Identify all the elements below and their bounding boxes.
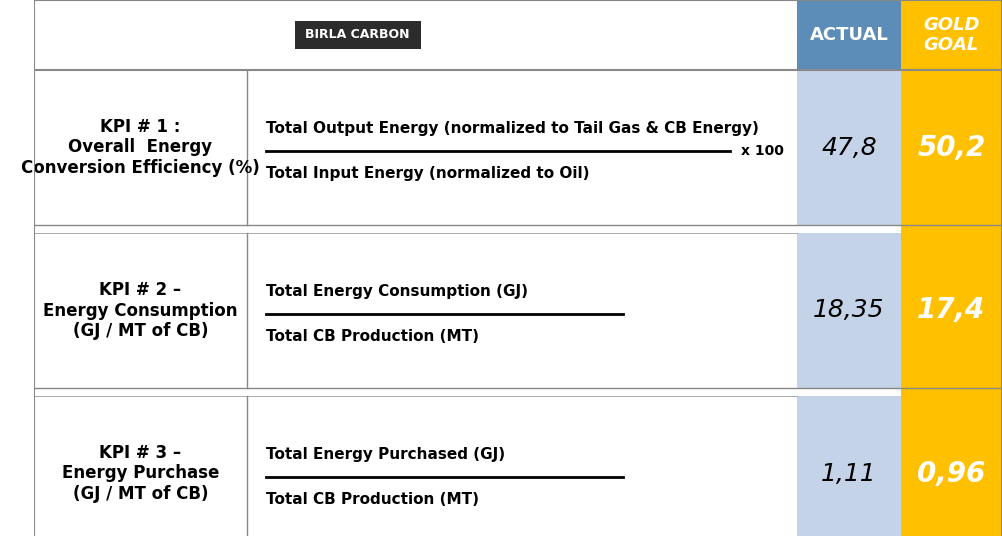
Bar	[901, 0, 1002, 70]
Bar	[901, 233, 1002, 388]
Text: Total CB Production (MT): Total CB Production (MT)	[266, 329, 479, 344]
Bar	[901, 225, 1002, 233]
Text: 18,35: 18,35	[814, 299, 885, 323]
Bar	[798, 233, 901, 388]
Text: 1,11: 1,11	[821, 461, 877, 486]
Bar	[901, 396, 1002, 536]
Bar	[798, 0, 901, 70]
Text: KPI # 3 –
Energy Purchase
(GJ / MT of CB): KPI # 3 – Energy Purchase (GJ / MT of CB…	[62, 444, 219, 503]
Text: Total Energy Purchased (GJ): Total Energy Purchased (GJ)	[266, 448, 505, 463]
Text: BIRLA CARBON: BIRLA CARBON	[306, 28, 410, 41]
Text: KPI # 2 –
Energy Consumption
(GJ / MT of CB): KPI # 2 – Energy Consumption (GJ / MT of…	[43, 281, 237, 340]
Text: Total Energy Consumption (GJ): Total Energy Consumption (GJ)	[266, 285, 528, 300]
Text: GOLD
GOAL: GOLD GOAL	[923, 16, 980, 54]
Text: KPI # 1 :
Overall  Energy
Conversion Efficiency (%): KPI # 1 : Overall Energy Conversion Effi…	[21, 118, 260, 177]
Bar	[901, 388, 1002, 396]
Text: 47,8: 47,8	[821, 136, 877, 160]
Bar	[798, 70, 901, 225]
Text: Total Input Energy (normalized to Oil): Total Input Energy (normalized to Oil)	[266, 166, 589, 181]
Text: Total Output Energy (normalized to Tail Gas & CB Energy): Total Output Energy (normalized to Tail …	[266, 121, 759, 136]
Bar	[798, 396, 901, 536]
Text: 50,2: 50,2	[917, 133, 985, 161]
Text: Total CB Production (MT): Total CB Production (MT)	[266, 493, 479, 508]
Text: 17,4: 17,4	[917, 296, 985, 324]
Bar	[901, 70, 1002, 225]
Text: ACTUAL: ACTUAL	[810, 26, 889, 44]
Text: x 100: x 100	[741, 144, 785, 158]
Text: 0,96: 0,96	[917, 459, 985, 488]
Bar	[295, 21, 421, 49]
